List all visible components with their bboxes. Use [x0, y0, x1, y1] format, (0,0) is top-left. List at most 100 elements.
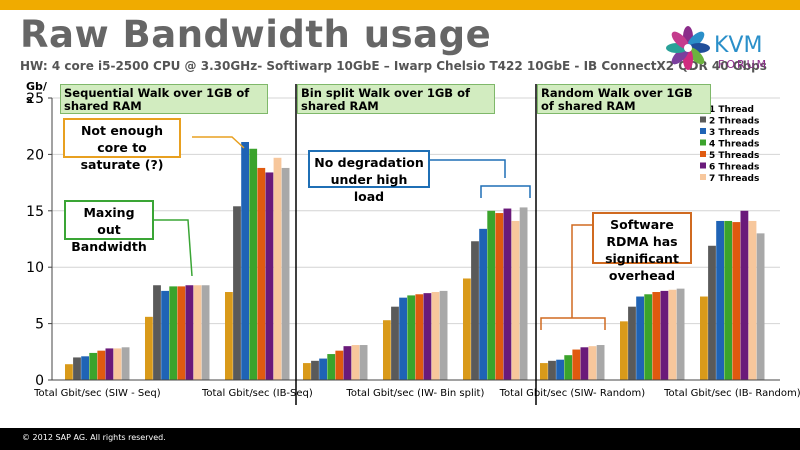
callout-not-enough-core: Not enough core to saturate (?) — [63, 118, 181, 172]
bar — [391, 306, 399, 380]
bar — [756, 233, 765, 380]
bar — [145, 316, 153, 380]
bar — [439, 290, 448, 380]
slide-title: Raw Bandwidth usage — [20, 13, 492, 56]
legend-swatch — [700, 162, 706, 169]
bar — [716, 220, 724, 380]
x-tick-label: Total Gbit/sec (IB-Seq) — [201, 388, 313, 399]
legend-label: 3 Threads — [709, 128, 759, 138]
legend-swatch — [700, 139, 706, 146]
footer-bar: © 2012 SAP AG. All rights reserved. — [0, 428, 800, 450]
logo-subtext: FORUM — [718, 58, 768, 71]
logo-text: KVM — [714, 33, 762, 58]
bar — [359, 345, 368, 380]
flower-icon — [666, 26, 710, 70]
y-tick-label: 5 — [35, 317, 44, 333]
callout-connector — [480, 185, 531, 198]
callout-software-rdma: Software RDMA has significant overhead — [592, 212, 692, 283]
bar — [732, 222, 741, 380]
bar — [303, 363, 311, 380]
bar — [327, 354, 336, 380]
bar — [511, 220, 520, 380]
bar — [668, 289, 677, 380]
bar — [249, 148, 258, 380]
bar — [564, 355, 573, 380]
bar — [319, 358, 327, 380]
bar — [596, 345, 605, 380]
bar — [463, 278, 471, 380]
bar — [335, 350, 344, 380]
callout-connector — [154, 219, 193, 277]
legend-label: 7 Threads — [709, 174, 759, 184]
bar — [121, 347, 130, 380]
bar — [407, 295, 416, 380]
bar — [177, 286, 186, 380]
bar — [65, 364, 73, 380]
legend-label: 6 Threads — [709, 163, 759, 173]
bar — [556, 359, 564, 380]
x-tick-label: Total Gbit/sec (IB- Random) — [663, 388, 800, 399]
bar — [185, 285, 194, 380]
bar — [540, 363, 548, 380]
bar — [708, 245, 716, 380]
bar — [676, 288, 685, 380]
bar — [241, 141, 249, 380]
bar — [311, 360, 319, 380]
x-tick-label: Total Gbit/sec (SIW - Seq) — [33, 388, 161, 399]
bar — [73, 357, 81, 380]
panel-label-sequential: Sequential Walk over 1GB of shared RAM — [60, 84, 268, 114]
bar — [503, 208, 512, 380]
bar — [281, 167, 290, 380]
y-tick-label: 10 — [26, 260, 44, 276]
callout-connector — [430, 159, 506, 178]
slide-subtitle: HW: 4 core i5-2500 CPU @ 3.30GHz- Softiw… — [20, 59, 767, 73]
bar — [700, 296, 708, 380]
bar — [644, 294, 653, 380]
bar — [660, 290, 669, 380]
bar — [724, 220, 733, 380]
bar — [257, 167, 266, 380]
bar — [548, 360, 556, 380]
bar — [572, 349, 581, 380]
bar — [495, 213, 504, 380]
bar — [652, 292, 661, 380]
bar — [479, 228, 487, 380]
bar — [399, 297, 407, 380]
bar — [383, 320, 391, 380]
bar — [620, 321, 628, 380]
x-tick-label: Total Gbit/sec (SIW- Random) — [499, 388, 646, 399]
bar — [265, 172, 274, 380]
bar — [628, 306, 636, 380]
legend-label: 2 Threads — [709, 117, 759, 127]
kvm-forum-logo: KVM FORUM — [666, 26, 768, 71]
y-tick-label: 20 — [26, 147, 44, 163]
callout-connector — [540, 317, 606, 330]
bar — [201, 285, 210, 380]
bar — [588, 346, 597, 380]
bar — [273, 157, 282, 380]
bar — [113, 348, 122, 380]
bar — [636, 296, 644, 380]
y-unit-label: Gb/s — [26, 80, 47, 106]
bar — [153, 285, 161, 380]
callout-connector — [571, 224, 592, 318]
x-tick-label: Total Gbit/sec (IW- Bin split) — [345, 388, 484, 399]
bar — [343, 346, 352, 380]
bar — [423, 293, 432, 380]
bar — [161, 290, 169, 380]
bar — [105, 348, 114, 380]
bar — [97, 350, 106, 380]
panel-label-binsplit: Bin split Walk over 1GB of shared RAM — [297, 84, 495, 114]
bar — [225, 292, 233, 380]
bar — [748, 220, 757, 380]
bar — [169, 286, 178, 380]
bar — [415, 294, 424, 380]
y-tick-label: 25 — [26, 91, 44, 107]
callout-connector — [192, 136, 245, 149]
callout-maxing-out: Maxing out Bandwidth — [64, 200, 154, 254]
accent-bar — [0, 0, 800, 10]
legend-label: 4 Threads — [709, 140, 759, 150]
legend-swatch — [700, 116, 706, 123]
bar — [351, 345, 360, 380]
